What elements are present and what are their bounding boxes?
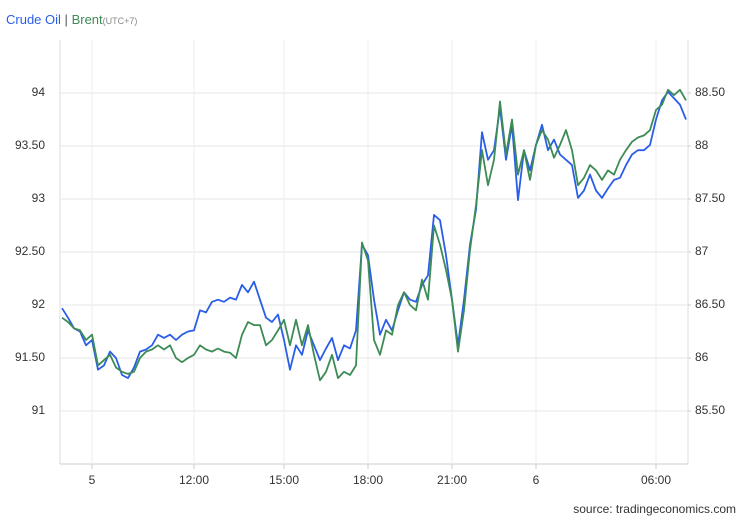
y2-tick-label: 87.50 <box>695 191 725 205</box>
legend-entry: Crude Oil <box>6 12 61 27</box>
y2-tick-label: 86.50 <box>695 297 725 311</box>
y-tick-label: 92 <box>32 297 46 311</box>
source: source: tradingeconomics.com <box>573 502 736 516</box>
legend-entry: Brent <box>71 12 103 27</box>
series-line <box>61 88 687 382</box>
y-tick-label: 91.50 <box>15 350 45 364</box>
y-tick-label: 92.50 <box>15 244 45 258</box>
legend-separator: | <box>64 12 68 27</box>
y2-tick-label: 87 <box>695 244 709 258</box>
y2-tick-label: 88 <box>695 138 709 152</box>
legend: Crude Oil | Brent(UTC+7) <box>6 12 137 27</box>
series-line <box>61 91 687 379</box>
y-tick-label: 94 <box>32 85 46 99</box>
y-tick-label: 93.50 <box>15 138 45 152</box>
y2-tick-label: 86 <box>695 350 709 364</box>
x-tick-label: 15:00 <box>269 473 299 487</box>
timezone: (UTC+7) <box>102 16 138 26</box>
x-tick-label: 21:00 <box>437 473 467 487</box>
x-tick-label: 18:00 <box>353 473 383 487</box>
y2-tick-label: 85.50 <box>695 403 725 417</box>
x-tick-label: 06:00 <box>641 473 671 487</box>
y-tick-label: 91 <box>32 403 46 417</box>
y-tick-label: 93 <box>32 191 46 205</box>
x-tick-label: 5 <box>89 473 96 487</box>
y2-tick-label: 88.50 <box>695 85 725 99</box>
x-tick-label: 12:00 <box>179 473 209 487</box>
x-tick-label: 6 <box>533 473 540 487</box>
